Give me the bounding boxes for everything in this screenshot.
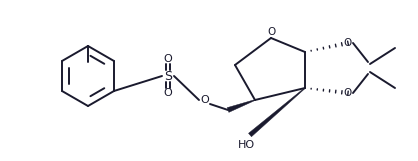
Text: O: O [201, 95, 209, 105]
Text: S: S [164, 70, 172, 82]
Polygon shape [249, 88, 305, 137]
Text: O: O [163, 54, 172, 64]
Polygon shape [227, 100, 255, 112]
Text: O: O [344, 38, 352, 48]
Text: O: O [163, 88, 172, 98]
Text: O: O [344, 88, 352, 98]
Text: O: O [267, 27, 275, 37]
Text: HO: HO [237, 140, 255, 150]
